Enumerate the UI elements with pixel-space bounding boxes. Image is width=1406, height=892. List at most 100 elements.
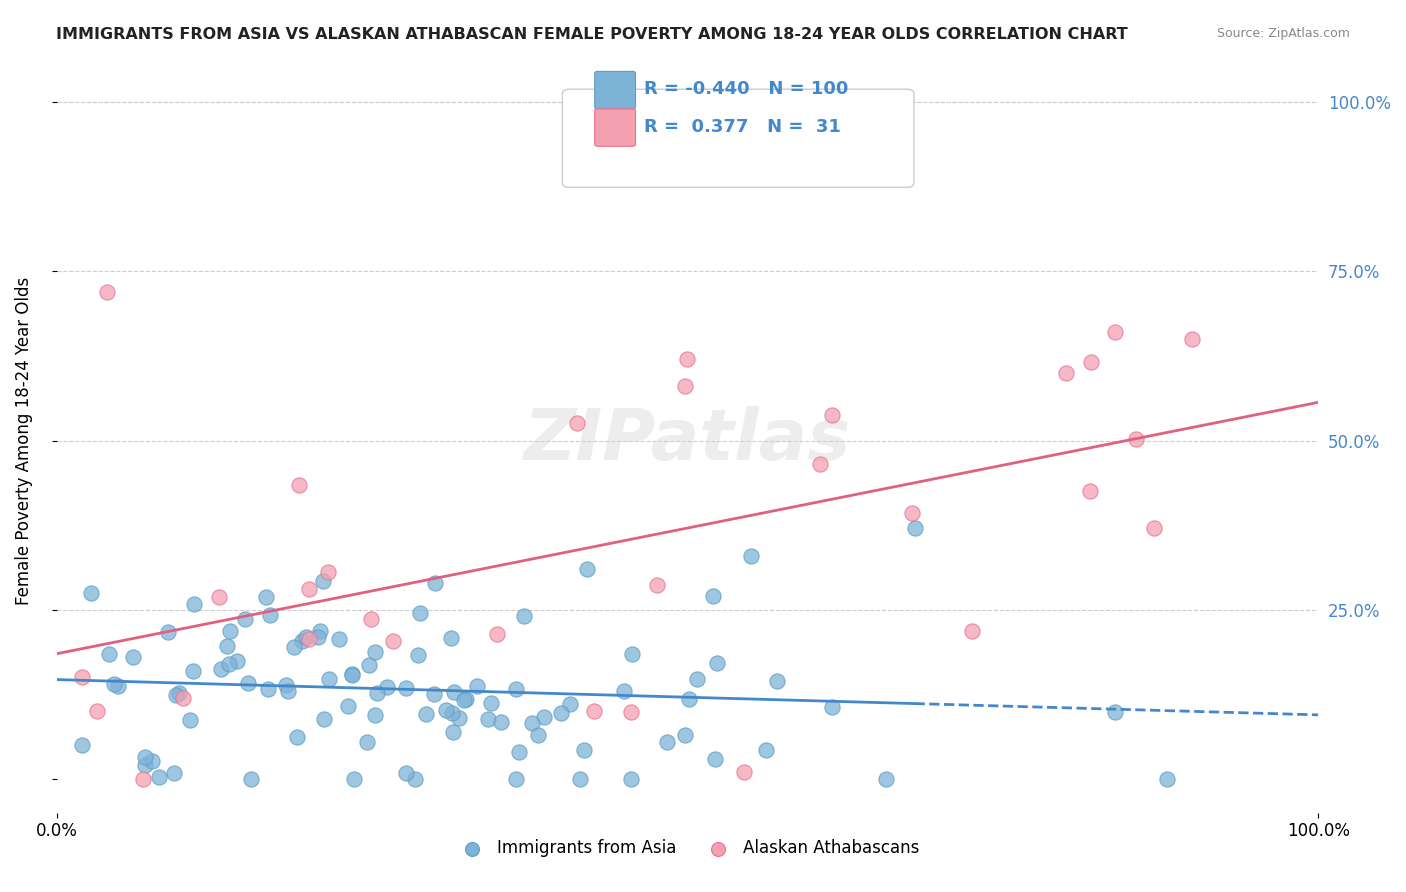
Point [703,752,725,766]
Point [409,607,432,621]
Point [621,647,644,661]
Point [70,670,93,684]
Point [550,706,572,721]
Point [440,631,463,645]
Point [404,772,426,786]
Point [613,684,636,698]
Point [901,506,924,520]
Point [479,696,502,710]
Point [395,681,418,695]
Point [1054,366,1077,380]
Point [343,772,366,786]
Point [375,680,398,694]
Point [508,746,530,760]
Point [314,713,336,727]
Point [406,648,429,662]
Point [360,612,382,626]
Point [70,738,93,752]
Point [257,681,280,696]
Point [740,549,762,563]
Point [238,675,260,690]
Point [218,657,240,671]
Point [678,692,700,706]
Point [676,352,699,367]
Point [167,686,190,700]
Point [357,658,380,673]
Point [340,666,363,681]
Point [821,408,844,422]
Point [620,772,643,786]
Point [1078,483,1101,498]
Point [285,730,308,744]
Point [254,590,277,604]
Point [766,673,789,688]
Point [575,562,598,576]
Point [103,676,125,690]
Y-axis label: Female Poverty Among 18-24 Year Olds: Female Poverty Among 18-24 Year Olds [15,277,32,605]
Point [122,650,145,665]
Point [225,654,247,668]
Point [702,589,724,603]
Point [533,710,555,724]
Point [423,575,446,590]
Point [172,690,194,705]
Point [1080,355,1102,369]
Point [134,758,156,772]
Point [233,612,256,626]
Point [318,672,340,686]
Point [1181,332,1204,346]
Point [291,633,314,648]
Point [165,688,187,702]
Legend: Immigrants from Asia, Alaskan Athabascans: Immigrants from Asia, Alaskan Athabascan… [449,832,927,863]
Point [1104,705,1126,719]
Point [148,770,170,784]
Point [443,685,465,699]
Point [485,627,508,641]
Point [477,712,499,726]
Point [239,772,262,786]
Point [107,679,129,693]
Point [96,285,118,299]
Point [569,772,592,786]
Point [673,728,696,742]
Point [295,630,318,644]
Point [86,704,108,718]
Point [163,766,186,780]
Point [505,772,527,786]
Point [209,662,232,676]
Point [217,640,239,654]
Point [527,728,550,742]
Point [340,668,363,682]
Point [875,772,897,786]
Point [381,634,404,648]
Point [520,716,543,731]
Point [423,687,446,701]
Point [132,772,155,786]
Point [277,684,299,698]
Point [706,657,728,671]
Point [366,686,388,700]
Point [183,664,205,678]
Point [512,609,534,624]
Point [309,624,332,638]
Point [755,743,778,757]
Point [434,703,457,717]
Point [565,416,588,430]
Point [1156,772,1178,786]
Point [1143,521,1166,535]
Point [328,632,350,646]
Point [283,640,305,654]
Point [219,624,242,638]
Point [558,697,581,711]
Point [657,734,679,748]
Point [903,521,925,535]
Point [465,680,488,694]
Text: R = -0.440   N = 100: R = -0.440 N = 100 [644,80,848,98]
Point [134,750,156,764]
Point [337,698,360,713]
Point [454,692,477,706]
Point [1104,326,1126,340]
Point [505,682,527,697]
Point [97,647,120,661]
Point [183,597,205,611]
